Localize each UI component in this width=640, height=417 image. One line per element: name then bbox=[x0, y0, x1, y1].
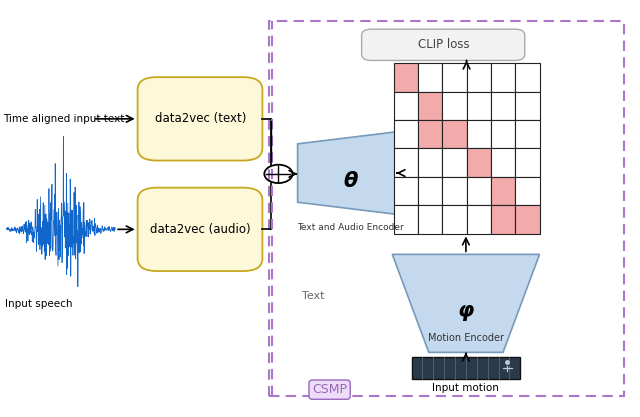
Bar bbox=[491, 205, 515, 234]
Bar bbox=[442, 92, 467, 120]
Text: θ: θ bbox=[344, 171, 358, 191]
Polygon shape bbox=[298, 131, 400, 215]
FancyBboxPatch shape bbox=[362, 29, 525, 60]
Bar bbox=[467, 120, 491, 148]
Polygon shape bbox=[392, 254, 540, 352]
Bar bbox=[442, 63, 467, 92]
Bar bbox=[394, 177, 418, 205]
Bar bbox=[418, 177, 442, 205]
Text: CSMP: CSMP bbox=[312, 383, 347, 396]
Bar bbox=[442, 177, 467, 205]
Text: Text: Text bbox=[302, 291, 325, 301]
Text: Time aligned input text: Time aligned input text bbox=[3, 114, 125, 124]
Bar bbox=[418, 205, 442, 234]
Bar bbox=[467, 92, 491, 120]
Bar bbox=[515, 120, 540, 148]
Bar bbox=[418, 63, 442, 92]
Bar bbox=[412, 357, 520, 379]
Bar bbox=[418, 148, 442, 177]
Bar bbox=[418, 120, 442, 148]
Bar bbox=[394, 92, 418, 120]
Bar bbox=[394, 205, 418, 234]
Bar bbox=[515, 92, 540, 120]
Text: data2vec (audio): data2vec (audio) bbox=[150, 223, 251, 236]
Bar bbox=[269, 21, 624, 396]
Bar bbox=[467, 148, 491, 177]
Bar bbox=[491, 177, 515, 205]
Text: Text and Audio Encoder: Text and Audio Encoder bbox=[298, 223, 404, 232]
Bar bbox=[442, 120, 467, 148]
Text: Input motion: Input motion bbox=[433, 383, 499, 393]
Bar bbox=[491, 63, 515, 92]
Bar bbox=[515, 205, 540, 234]
Text: data2vec (text): data2vec (text) bbox=[155, 112, 246, 126]
Text: Input speech: Input speech bbox=[4, 299, 72, 309]
Bar bbox=[394, 120, 418, 148]
Bar bbox=[491, 120, 515, 148]
Bar bbox=[467, 63, 491, 92]
FancyBboxPatch shape bbox=[138, 77, 262, 161]
FancyBboxPatch shape bbox=[138, 188, 262, 271]
Bar bbox=[515, 63, 540, 92]
Text: φ: φ bbox=[458, 301, 474, 321]
Bar bbox=[491, 92, 515, 120]
Bar bbox=[442, 205, 467, 234]
Bar bbox=[394, 148, 418, 177]
Bar bbox=[418, 92, 442, 120]
Bar bbox=[515, 148, 540, 177]
Bar bbox=[394, 63, 418, 92]
Bar bbox=[467, 177, 491, 205]
Bar bbox=[515, 177, 540, 205]
Text: Motion Encoder: Motion Encoder bbox=[428, 333, 504, 343]
Bar bbox=[442, 148, 467, 177]
Bar bbox=[467, 205, 491, 234]
Text: CLIP loss: CLIP loss bbox=[418, 38, 469, 51]
Bar bbox=[491, 148, 515, 177]
